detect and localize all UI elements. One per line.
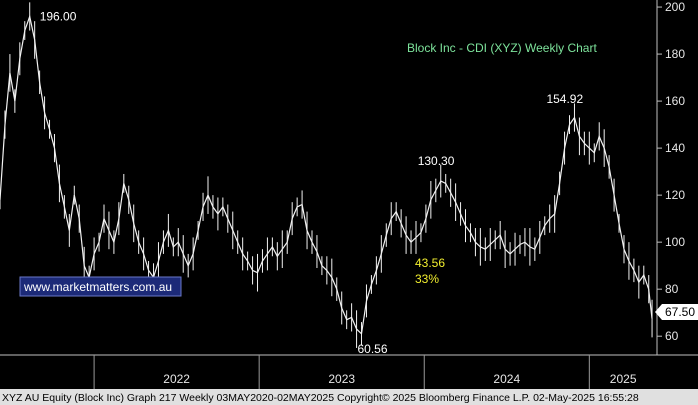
price-series <box>0 2 653 348</box>
move-percent-annotation: 33% <box>415 272 439 286</box>
trough-label-2023: 60.56 <box>358 342 388 356</box>
y-tick-label: 60 <box>665 329 679 343</box>
last-price-tag: 67.50 <box>655 304 698 320</box>
x-period-label: 2025 <box>610 372 637 386</box>
y-tick-label: 160 <box>665 94 685 108</box>
chart-title: Block Inc - CDI (XYZ) Weekly Chart <box>407 41 597 55</box>
last-price-value: 67.50 <box>665 305 695 319</box>
peak-label-2024-late: 154.92 <box>546 92 583 106</box>
y-tick-label: 180 <box>665 47 685 61</box>
x-period-label: 2022 <box>163 372 190 386</box>
y-tick-label: 80 <box>665 282 679 296</box>
y-axis: 60 80 100 120 140 160 180 200 <box>657 0 685 343</box>
plot-frame <box>0 0 698 356</box>
peak-label-2021: 196.00 <box>40 9 77 23</box>
peak-label-2024: 130.30 <box>418 154 455 168</box>
x-period-label: 2023 <box>328 372 355 386</box>
footer-text: XYZ AU Equity (Block Inc) Graph 217 Week… <box>2 392 639 404</box>
y-tick-label: 120 <box>665 188 685 202</box>
x-axis: 2022 2023 2024 2025 <box>93 355 637 389</box>
move-absolute-annotation: 43.56 <box>415 256 445 270</box>
watermark-box: www.marketmatters.com.au <box>19 276 182 297</box>
watermark-text: www.marketmatters.com.au <box>23 280 172 294</box>
y-tick-label: 100 <box>665 235 685 249</box>
footer-bar: XYZ AU Equity (Block Inc) Graph 217 Week… <box>0 389 698 405</box>
y-tick-label: 140 <box>665 141 685 155</box>
y-tick-label: 200 <box>665 0 685 14</box>
x-period-label: 2024 <box>493 372 520 386</box>
